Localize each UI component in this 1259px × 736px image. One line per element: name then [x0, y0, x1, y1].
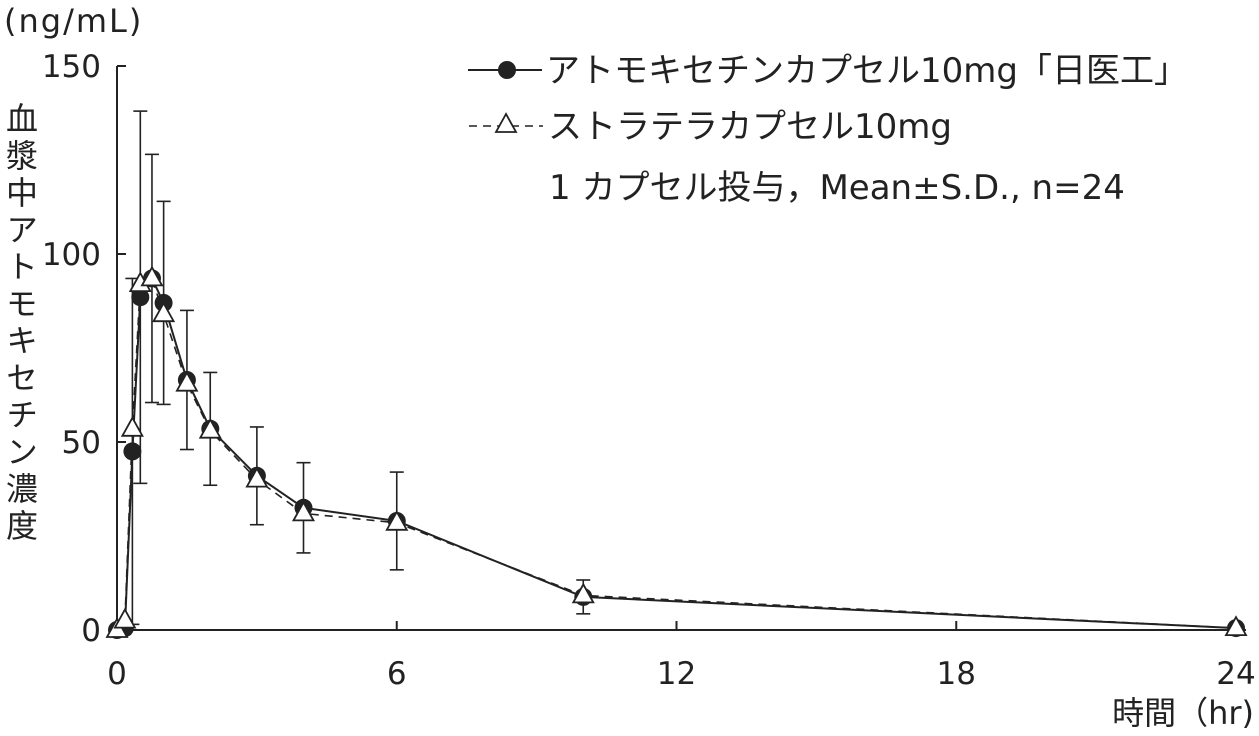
x-axis-label: 時間（hr): [1112, 694, 1254, 732]
data-point-open-triangle: [140, 265, 164, 287]
data-point-open-triangle: [175, 370, 199, 392]
legend-dosing-note: 1 カプセル投与，Mean±S.D., n=24: [549, 168, 1125, 208]
legend-entry-test-drug: アトモキセチンカプセル10mg「日医工」: [468, 51, 1188, 91]
legend-label-test-drug: アトモキセチンカプセル10mg「日医工」: [546, 51, 1188, 91]
data-point-open-triangle: [113, 607, 137, 629]
y-tick-label: 50: [62, 425, 101, 461]
data-point-filled-circle: [131, 288, 150, 307]
series-line-2: [116, 277, 1237, 631]
data-point-open-triangle: [120, 415, 144, 437]
legend-filled-circle-marker: [498, 61, 516, 79]
y-axis-label: 血漿中アトモキセチン濃度: [1, 102, 39, 546]
x-tick-label: 0: [107, 656, 127, 692]
error-bars: [125, 110, 591, 626]
data-point-open-triangle: [198, 417, 222, 439]
y-tick-label: 150: [42, 49, 101, 85]
series-line-1: [116, 276, 1237, 631]
series-lines: [116, 276, 1237, 631]
x-tick-label: 24: [1216, 656, 1255, 692]
x-ticks: 0 6 12 18 24: [107, 621, 1256, 692]
data-point-open-triangle: [571, 582, 595, 604]
data-point-open-triangle: [385, 509, 409, 531]
data-point-open-triangle: [152, 301, 176, 323]
legend-entry-reference-drug: ストラテラカプセル10mg: [469, 107, 952, 147]
series-markers: [105, 265, 1248, 639]
x-tick-label: 12: [657, 656, 696, 692]
x-tick-label: 6: [387, 656, 407, 692]
data-point-open-triangle: [1224, 615, 1248, 636]
legend: アトモキセチンカプセル10mg「日医工」 ストラテラカプセル10mg 1 カプセ…: [468, 51, 1188, 208]
legend-label-reference-drug: ストラテラカプセル10mg: [548, 107, 952, 147]
x-tick-label: 18: [937, 656, 976, 692]
data-point-open-triangle: [245, 466, 269, 488]
y-ticks: 0 50 100 150: [42, 49, 126, 649]
data-point-open-triangle: [291, 500, 316, 522]
y-tick-label: 0: [81, 613, 101, 649]
y-tick-label: 100: [42, 237, 101, 273]
data-point-filled-circle: [123, 442, 142, 461]
y-axis-unit: (ng/mL): [4, 2, 143, 40]
legend-open-triangle-marker: [494, 112, 518, 133]
